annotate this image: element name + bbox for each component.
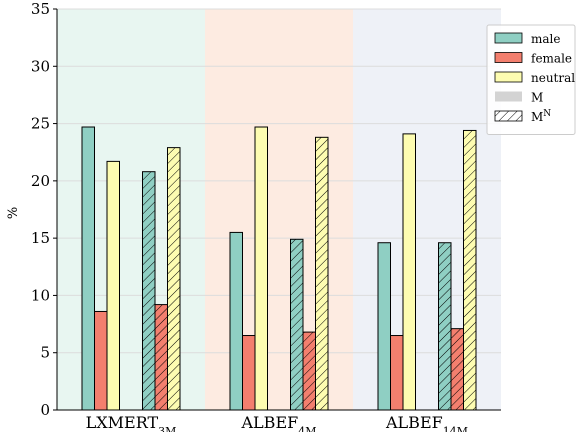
bar-hatch-MN-male-2 <box>438 242 451 410</box>
bar-hatch-MN-neutral-0 <box>167 147 180 411</box>
legend-swatch-female <box>494 52 523 63</box>
legend-swatch-hatch-MN <box>495 111 522 121</box>
y-tick-label-0: 0 <box>40 401 50 419</box>
bar-M-male-1 <box>229 231 243 411</box>
bar-hatch-MN-male-0 <box>142 171 155 410</box>
bar-M-male-2 <box>377 242 391 411</box>
legend-label-MN: MN <box>531 109 551 124</box>
bar-M-neutral-0 <box>106 160 120 411</box>
y-tick-label-35: 35 <box>31 0 50 18</box>
legend-label-female: female <box>531 52 572 66</box>
legend-swatch-M <box>495 91 522 102</box>
bars <box>81 126 477 411</box>
x-tick-label-2: ALBEF14M <box>385 413 468 432</box>
bar-hatch-MN-female-1 <box>303 332 316 410</box>
legend-label-neutral: neutral <box>531 71 575 85</box>
legend-swatch-neutral <box>494 71 523 83</box>
bar-M-neutral-2 <box>402 133 416 411</box>
y-tick-label-30: 30 <box>31 57 50 75</box>
group-background-2 <box>353 9 501 410</box>
y-tick-label-25: 25 <box>31 115 50 133</box>
bar-M-female-1 <box>242 335 256 411</box>
legend-swatch-male <box>494 32 523 44</box>
y-tick-label-15: 15 <box>31 229 50 247</box>
bar-hatch-MN-female-2 <box>451 328 464 410</box>
legend-label-male: male <box>531 32 560 46</box>
bar-hatch-MN-female-0 <box>155 304 168 410</box>
bar-M-female-0 <box>94 310 108 411</box>
y-tick-label-10: 10 <box>31 286 50 304</box>
legend-label-M: M <box>531 91 543 105</box>
x-tick-label-0: LXMERT3M <box>86 413 177 432</box>
group-background-0 <box>57 9 205 410</box>
y-tick-label-20: 20 <box>31 172 50 190</box>
x-tick-label-1: ALBEF4M <box>241 413 317 432</box>
legend: male female neutral M MN <box>486 24 576 135</box>
y-axis-label: % <box>6 207 21 219</box>
group-background-1 <box>205 9 353 410</box>
bar-hatch-MN-neutral-2 <box>463 130 476 410</box>
bar-hatch-MN-neutral-1 <box>315 137 328 410</box>
bar-M-female-2 <box>390 335 404 411</box>
bar-hatch-MN-male-1 <box>290 239 303 410</box>
gridlines <box>57 8 501 411</box>
bar-M-neutral-1 <box>254 126 268 411</box>
bar-M-male-0 <box>81 126 95 411</box>
y-tick-label-5: 5 <box>40 344 50 362</box>
group-backgrounds <box>57 9 501 410</box>
axes: 0 5 10 15 20 25 30 35 LXMERT3M ALBEF4M ALBEF14M <box>31 0 501 432</box>
